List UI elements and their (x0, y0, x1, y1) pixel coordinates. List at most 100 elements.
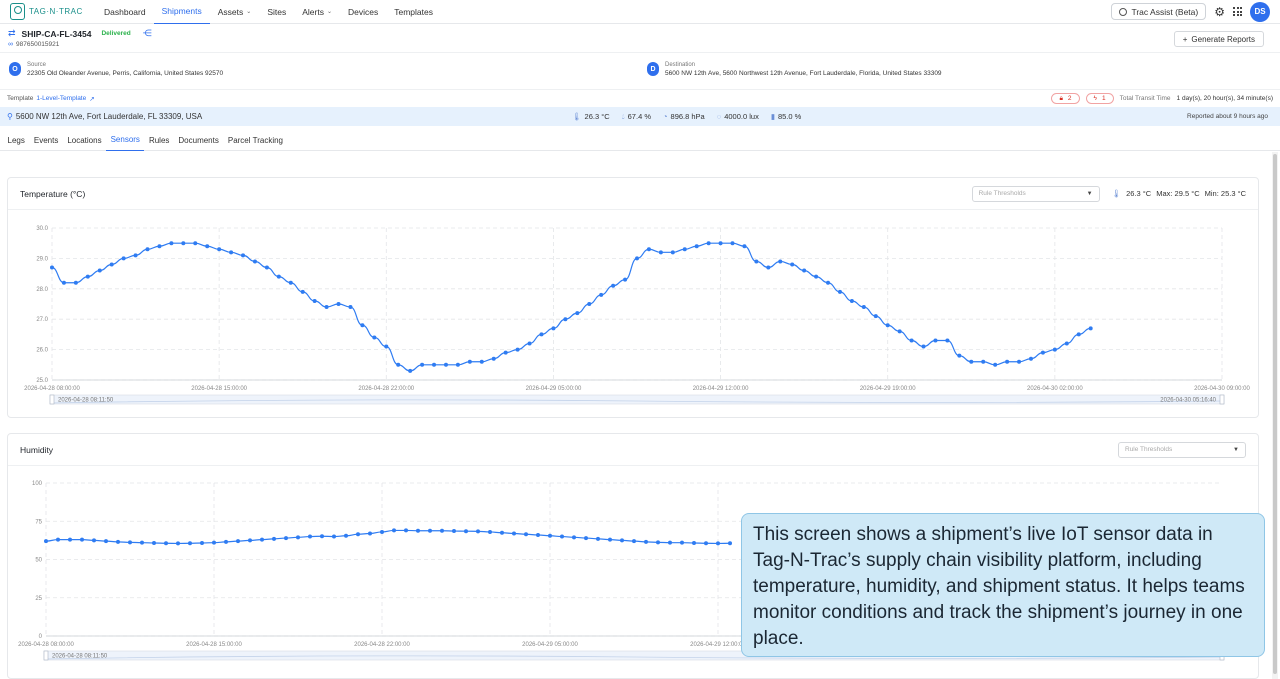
trac-assist-button[interactable]: Trac Assist (Beta) (1111, 3, 1207, 20)
data-point (312, 298, 317, 303)
data-point (718, 241, 723, 246)
alert-count-pill-bolt[interactable]: ϟ 1 (1085, 93, 1114, 104)
live-battery: ▮ 85.0 % (770, 111, 802, 121)
data-point (512, 531, 516, 536)
droplet-icon: 💧︎ (621, 111, 625, 121)
data-point (730, 241, 735, 246)
destination-location: D Destination 5600 NW 12th Ave, 5600 Nor… (647, 62, 942, 77)
source-address: 22305 Old Oleander Avenue, Perris, Calif… (27, 70, 224, 77)
apps-grid-icon[interactable] (1233, 7, 1242, 16)
alert-count-pill-lock[interactable]: 🔒︎ 2 (1051, 93, 1080, 104)
data-point (368, 531, 372, 536)
tab-documents[interactable]: Documents (178, 135, 219, 145)
page-scrollbar[interactable] (1272, 152, 1278, 679)
data-point (44, 539, 48, 544)
data-point (572, 535, 576, 540)
shipment-tabs: Legs Events Locations Sensors Rules Documents… (0, 129, 1280, 151)
data-point (443, 362, 448, 367)
tab-legs[interactable]: Legs (7, 135, 25, 145)
tag-n-trac-logo[interactable]: TAG·N·TRAC (10, 3, 90, 20)
data-point (104, 539, 108, 544)
data-point (169, 241, 174, 246)
nav-item-sites[interactable]: Sites (259, 0, 294, 24)
data-point (1088, 326, 1093, 331)
temperature-chart[interactable]: 25.0 26.0 27.0 28.0 29.0 30.0 2026-04-28 08:00… (8, 210, 1258, 417)
data-point (288, 280, 293, 285)
nav-item-devices[interactable]: Devices (340, 0, 386, 24)
data-point (742, 244, 747, 249)
x-tick-label: 2026-04-28 08:00:00 (24, 386, 80, 392)
tab-rules[interactable]: Rules (148, 135, 170, 145)
share-icon[interactable]: ⋲ (142, 28, 152, 38)
data-point (97, 268, 102, 273)
lock-icon: 🔒︎ (1059, 94, 1063, 102)
data-point (587, 302, 592, 306)
x-tick-label: 2026-04-30 09:00:00 (1194, 386, 1250, 392)
tab-parcel-tracking[interactable]: Parcel Tracking (227, 135, 283, 145)
shipment-id: SHIP-CA-FL-3454 (21, 28, 92, 39)
data-point (408, 368, 413, 373)
tab-sensors[interactable]: Sensors (106, 129, 145, 151)
rule-thresholds-placeholder: Rule Thresholds (978, 190, 1026, 197)
data-point (575, 311, 580, 316)
temperature-rule-thresholds-select[interactable]: Rule Thresholds ▼ (971, 185, 1100, 202)
data-point (145, 247, 150, 252)
generate-reports-button[interactable]: + Generate Reports (1173, 31, 1264, 47)
nav-item-assets[interactable]: Assets ⌄ (210, 0, 260, 24)
data-point (121, 256, 126, 261)
data-point (728, 541, 732, 546)
external-link-icon[interactable]: ↗ (89, 95, 95, 103)
data-point (682, 247, 687, 252)
live-humidity: 💧︎ 67.4 % (621, 111, 651, 121)
series-line (51, 242, 1091, 372)
data-point (1028, 356, 1033, 361)
humidity-title: Humidity (20, 444, 54, 455)
source-location: O Source 22305 Old Oleander Avenue, Perr… (9, 62, 223, 77)
route-info: O Source 22305 Old Oleander Avenue, Perr… (0, 54, 1280, 90)
data-point (981, 359, 986, 364)
data-point (849, 298, 854, 303)
shipment-route-icon: ⇄ (8, 28, 16, 38)
data-point (176, 541, 180, 546)
live-light: ◌ 4000.0 lux (716, 111, 759, 121)
data-point (68, 537, 72, 542)
tab-locations[interactable]: Locations (67, 135, 102, 145)
data-point (252, 259, 257, 264)
data-point (296, 535, 300, 540)
top-navigation: TAG·N·TRAC Dashboard Shipments Assets ⌄ Site… (0, 0, 1280, 24)
tab-events[interactable]: Events (33, 135, 59, 145)
range-slider-handle-left (49, 394, 55, 405)
reported-time: Reported about 9 hours ago (1187, 113, 1268, 120)
bulb-icon: ◌ (716, 111, 722, 121)
data-point (680, 540, 684, 545)
nav-item-shipments[interactable]: Shipments (153, 0, 210, 24)
data-point (432, 362, 437, 367)
data-point (658, 250, 663, 255)
data-point (372, 335, 377, 340)
template-link[interactable]: 1-Level-Template (36, 95, 87, 102)
data-point (404, 528, 408, 533)
temp-current: 26.3 °C (1126, 189, 1152, 198)
data-point (276, 274, 281, 279)
data-point (706, 241, 711, 246)
data-point (909, 338, 914, 343)
x-tick-label: 2026-04-30 02:00:00 (1027, 386, 1083, 392)
nav-item-templates[interactable]: Templates (386, 0, 441, 24)
data-point (551, 326, 556, 331)
user-avatar[interactable]: DS (1250, 1, 1270, 22)
gear-icon[interactable]: ⚙ (1214, 4, 1225, 19)
data-point (668, 540, 672, 545)
data-point (464, 529, 468, 534)
data-point (61, 280, 66, 285)
data-point (957, 353, 962, 358)
data-point (611, 283, 616, 288)
data-point (778, 259, 783, 264)
humidity-rule-thresholds-select[interactable]: Rule Thresholds ▼ (1118, 441, 1246, 458)
data-point (336, 302, 341, 306)
data-point (476, 529, 480, 534)
nav-item-alerts[interactable]: Alerts ⌄ (294, 0, 340, 24)
nav-item-dashboard[interactable]: Dashboard (96, 0, 154, 24)
data-point (488, 529, 492, 534)
series-line (45, 529, 731, 545)
scrollbar-thumb[interactable] (1273, 154, 1277, 674)
